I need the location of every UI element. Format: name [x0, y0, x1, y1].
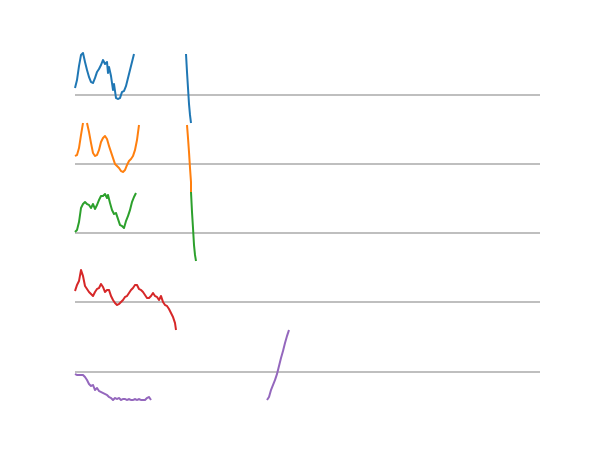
series-3-line-segment-2: [190, 191, 197, 262]
series-2-line-segment-2: [86, 122, 140, 173]
series-1-line-segment-1: [74, 52, 135, 100]
series-lines: [74, 52, 290, 401]
panel-baselines: [75, 94, 540, 373]
series-3-line-segment-1: [74, 192, 137, 233]
series-2-line-segment-3: [186, 124, 192, 192]
series-1-line-segment-2: [185, 53, 192, 124]
series-2-line-segment-1: [74, 122, 84, 157]
series-5-line-segment-2: [266, 329, 290, 401]
series-5-line-segment-1: [74, 373, 152, 401]
series-4-line-segment-1: [74, 269, 177, 331]
